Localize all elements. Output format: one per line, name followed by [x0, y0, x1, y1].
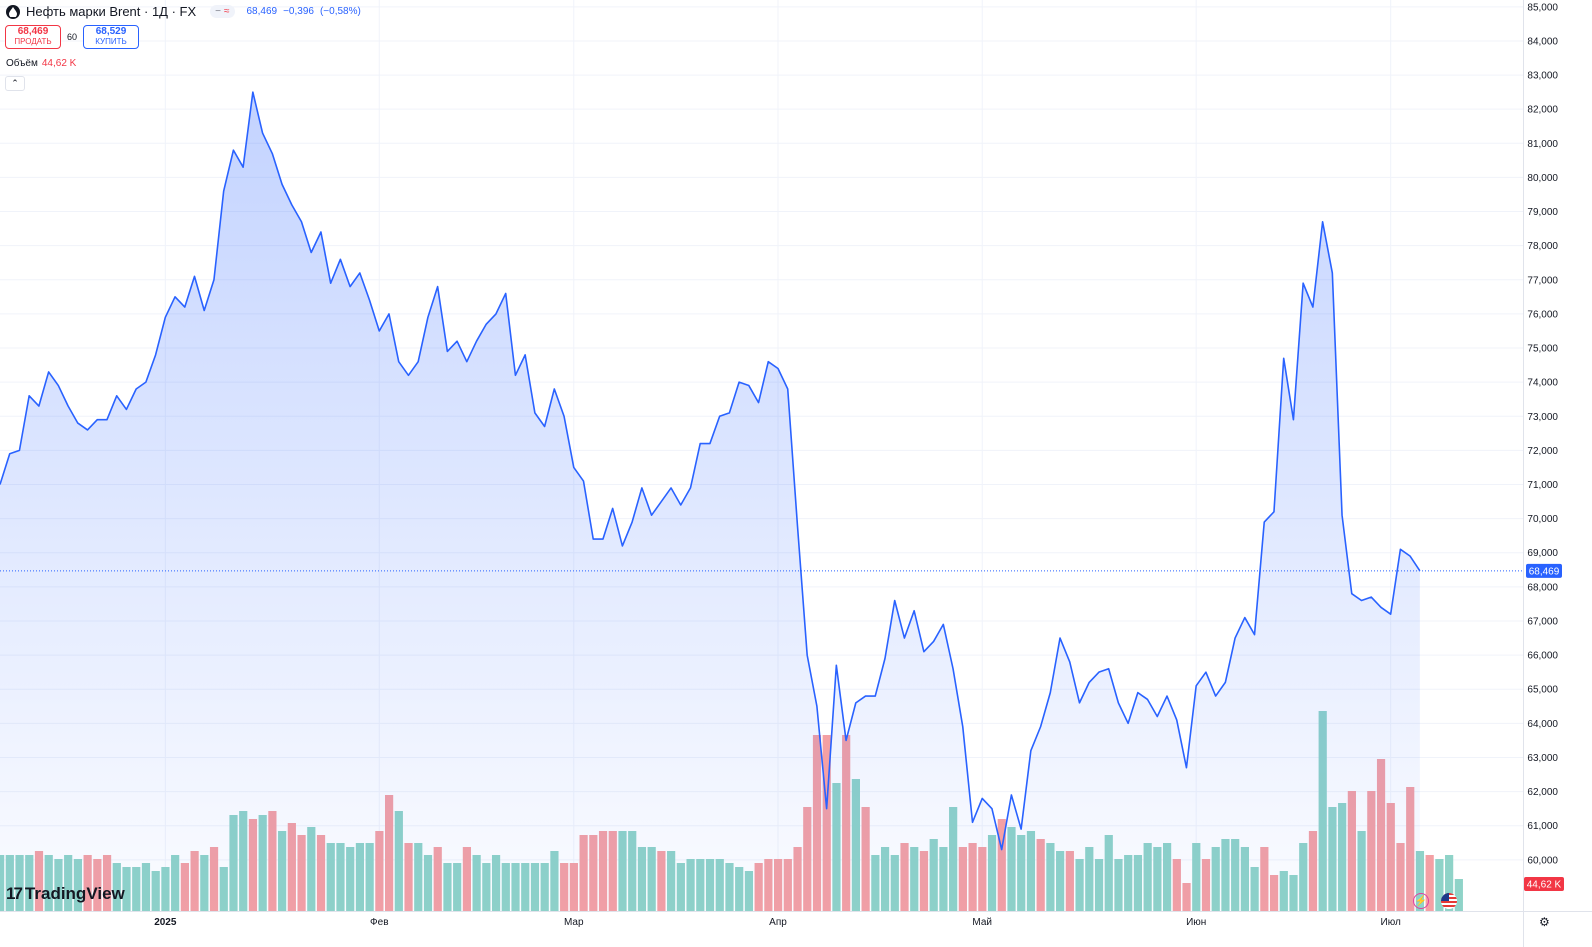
- trade-panel: 68,469 ПРОДАТЬ 60 68,529 КУПИТЬ: [5, 25, 140, 49]
- last-price-badge: [1526, 563, 1562, 578]
- y-tick-label: 79,000: [1527, 207, 1558, 218]
- volume-legend-value: 44,62 K: [41, 58, 77, 69]
- y-tick-label: 75,000: [1527, 344, 1558, 355]
- y-tick-label: 66,000: [1527, 651, 1558, 662]
- spread-value: 60: [67, 32, 78, 42]
- y-tick-label: 81,000: [1527, 139, 1558, 150]
- oil-drop-icon: [6, 4, 20, 19]
- chevron-up-icon: ⌃: [11, 78, 19, 88]
- sell-price: 68,469: [17, 26, 49, 37]
- y-tick-label: 76,000: [1527, 309, 1558, 320]
- x-tick-label: 2025: [154, 917, 177, 928]
- symbol-title[interactable]: Нефть марки Brent · 1Д · FX: [26, 4, 197, 19]
- x-tick-label: Мар: [564, 917, 584, 928]
- sell-label: ПРОДАТЬ: [14, 37, 52, 46]
- tradingview-mark-icon: 17: [6, 884, 23, 903]
- buy-button[interactable]: 68,529 КУПИТЬ: [83, 25, 140, 49]
- quote-price: 68,469: [246, 6, 278, 17]
- x-tick-label: Июл: [1381, 917, 1401, 928]
- y-tick-label: 71,000: [1527, 480, 1558, 491]
- y-tick-label: 64,000: [1527, 719, 1558, 730]
- y-tick-label: 65,000: [1527, 685, 1558, 696]
- us-flag-icon[interactable]: [1441, 893, 1457, 909]
- market-status-icon: −: [215, 6, 221, 17]
- x-tick-label: Апр: [769, 917, 787, 928]
- volume-badge: [1524, 877, 1564, 891]
- volume-bar: [1445, 855, 1454, 911]
- chart-header: Нефть марки Brent · 1Д · FX − ≈ 68,469 −…: [6, 4, 361, 19]
- y-tick-label: 83,000: [1527, 71, 1558, 82]
- y-tick-label: 78,000: [1527, 241, 1558, 252]
- y-tick-label: 69,000: [1527, 548, 1558, 559]
- y-tick-label: 82,000: [1527, 105, 1558, 116]
- bottom-icons: ⚡: [1413, 893, 1457, 909]
- delayed-data-icon: ≈: [224, 6, 230, 17]
- volume-legend[interactable]: Объём 44,62 K: [6, 58, 76, 69]
- volume-bar: [1454, 879, 1463, 911]
- y-tick-label: 80,000: [1527, 173, 1558, 184]
- volume-legend-label: Объём: [6, 58, 38, 69]
- x-tick-label: Июн: [1186, 917, 1206, 928]
- y-tick-label: 73,000: [1527, 412, 1558, 423]
- buy-label: КУПИТЬ: [95, 37, 127, 46]
- collapse-legend-button[interactable]: ⌃: [5, 76, 25, 91]
- last-price-label: 68,469: [1529, 566, 1560, 577]
- y-tick-label: 63,000: [1527, 753, 1558, 764]
- y-tick-label: 77,000: [1527, 275, 1558, 286]
- price-line: [0, 91, 1421, 851]
- y-tick-label: 85,000: [1527, 2, 1558, 13]
- y-tick-label: 68,000: [1527, 582, 1558, 593]
- gear-icon[interactable]: ⚙: [1539, 915, 1550, 929]
- x-tick-label: Май: [972, 917, 992, 928]
- y-tick-label: 70,000: [1527, 514, 1558, 525]
- y-tick-label: 67,000: [1527, 616, 1558, 627]
- tradingview-logo[interactable]: 17 TradingView: [6, 884, 125, 904]
- price-area: [0, 92, 1420, 912]
- status-pill[interactable]: − ≈: [210, 5, 235, 18]
- y-tick-label: 72,000: [1527, 446, 1558, 457]
- volume-bar: [1435, 859, 1444, 911]
- quote-change: −0,396: [283, 6, 314, 17]
- y-tick-label: 84,000: [1527, 36, 1558, 47]
- volume-bar: [1415, 851, 1425, 911]
- lightning-icon[interactable]: ⚡: [1413, 893, 1429, 909]
- sell-button[interactable]: 68,469 ПРОДАТЬ: [5, 25, 61, 49]
- buy-price: 68,529: [95, 26, 127, 37]
- y-tick-label: 74,000: [1527, 378, 1558, 389]
- volume-bar: [1425, 855, 1434, 911]
- quote-change-pct: (−0,58%): [319, 6, 361, 17]
- y-tick-label: 60,000: [1527, 855, 1558, 866]
- x-tick-label: Фев: [370, 917, 388, 928]
- tradingview-brand-name: TradingView: [24, 884, 125, 903]
- y-tick-label: 61,000: [1527, 821, 1558, 832]
- volume-value-label: 44,62 K: [1527, 880, 1562, 891]
- y-tick-label: 62,000: [1527, 787, 1558, 798]
